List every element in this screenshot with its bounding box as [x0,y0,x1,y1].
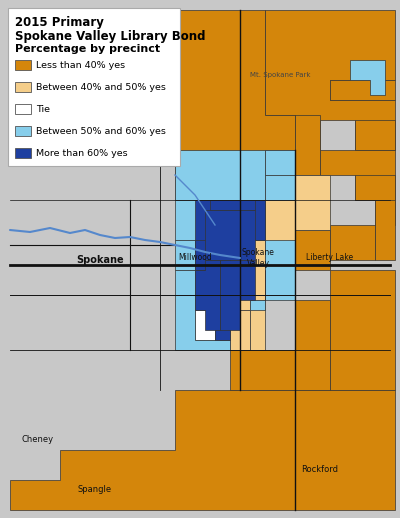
Bar [15,82,31,92]
Polygon shape [250,300,265,350]
Text: Spokane
Valley: Spokane Valley [242,248,274,268]
Bar [15,104,31,114]
Polygon shape [295,115,320,175]
Polygon shape [205,210,255,260]
Text: Liberty Lake: Liberty Lake [306,253,354,263]
Text: 2015 Primary: 2015 Primary [15,16,104,29]
Polygon shape [215,270,230,310]
Text: Rockford: Rockford [302,466,338,474]
Polygon shape [265,175,295,200]
Text: Mt. Spokane Park: Mt. Spokane Park [250,72,310,78]
Text: Tie: Tie [36,105,50,113]
Polygon shape [355,175,395,225]
Polygon shape [355,120,395,150]
Text: Spangle: Spangle [78,485,112,495]
Polygon shape [175,240,230,270]
Polygon shape [165,10,295,200]
Polygon shape [195,260,220,330]
Polygon shape [295,230,330,270]
Polygon shape [265,10,395,150]
Polygon shape [175,150,265,200]
Polygon shape [215,310,230,340]
Polygon shape [175,270,230,350]
Text: Spokane Valley Library Bond: Spokane Valley Library Bond [15,30,206,43]
Polygon shape [250,270,265,310]
Polygon shape [375,200,395,260]
Polygon shape [195,270,230,310]
Polygon shape [195,310,215,340]
Polygon shape [230,350,295,390]
Polygon shape [350,60,385,95]
Polygon shape [230,240,265,310]
Polygon shape [330,80,395,100]
Bar [15,126,31,136]
Polygon shape [230,310,250,350]
Polygon shape [330,270,395,390]
Text: Millwood: Millwood [178,253,212,263]
Polygon shape [265,200,295,270]
Text: Between 50% and 60% yes: Between 50% and 60% yes [36,126,166,136]
Polygon shape [195,240,230,270]
Polygon shape [265,150,295,175]
Polygon shape [295,300,330,390]
Text: More than 60% yes: More than 60% yes [36,149,128,157]
Polygon shape [195,200,265,270]
Polygon shape [210,200,255,210]
Text: Cheney: Cheney [22,436,54,444]
Polygon shape [330,225,375,260]
Text: Less than 40% yes: Less than 40% yes [36,61,125,69]
Polygon shape [265,240,295,300]
Polygon shape [220,260,255,330]
Polygon shape [215,310,230,340]
Bar [15,60,31,70]
Bar [8,8,180,166]
Polygon shape [295,175,330,230]
Text: Spokane: Spokane [76,255,124,265]
Polygon shape [320,150,395,200]
Bar [15,148,31,158]
Polygon shape [10,390,395,510]
Polygon shape [175,200,265,240]
Text: Between 40% and 50% yes: Between 40% and 50% yes [36,82,166,92]
Text: Percentage by precinct: Percentage by precinct [15,44,160,54]
